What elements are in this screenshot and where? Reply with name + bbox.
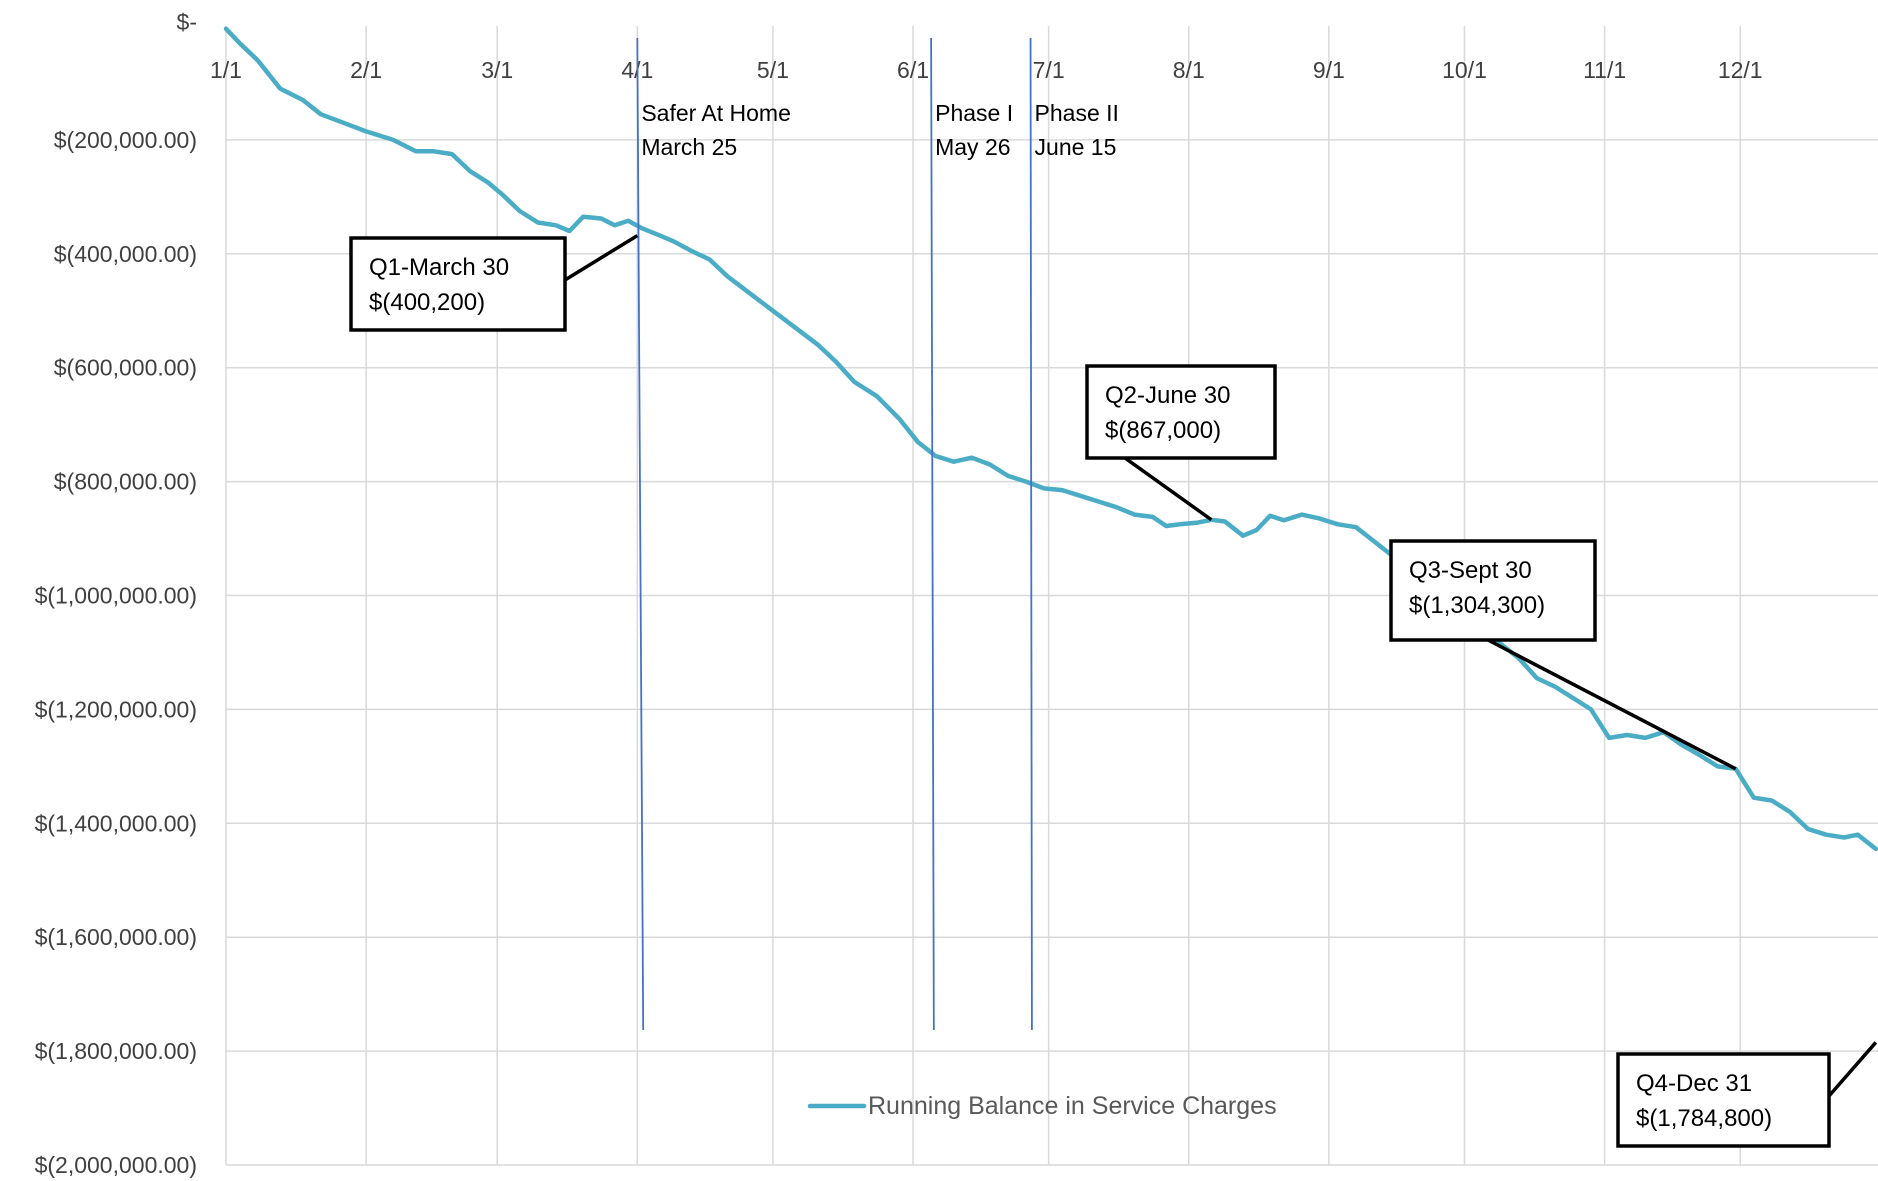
callout-leader bbox=[1827, 1041, 1878, 1098]
callout-label: Q2-June 30 bbox=[1105, 382, 1230, 409]
legend-label: Running Balance in Service Charges bbox=[868, 1092, 1277, 1120]
event-lines: Safer At Home March 25 Phase I May 26 Phase … bbox=[636, 37, 1119, 1031]
legend: Running Balance in Service Charges bbox=[807, 1092, 1277, 1120]
x-tick-label: 2/1 bbox=[350, 57, 382, 83]
event-label: Phase I bbox=[935, 100, 1013, 126]
x-tick-label: 1/1 bbox=[210, 57, 242, 83]
x-tick-label: 10/1 bbox=[1442, 57, 1487, 83]
callout-label: $(867,000) bbox=[1105, 417, 1221, 444]
callout-box bbox=[349, 236, 567, 332]
event-label: Safer At Home bbox=[641, 100, 791, 126]
x-tick-label: 9/1 bbox=[1313, 57, 1345, 83]
callout-leader bbox=[564, 234, 639, 282]
event-label: Phase II bbox=[1035, 100, 1119, 126]
y-tick-label: $(400,000.00) bbox=[54, 241, 197, 267]
y-tick-label: $(1,800,000.00) bbox=[35, 1038, 197, 1064]
callout-label: Q1-March 30 bbox=[369, 254, 509, 281]
event-line bbox=[636, 37, 645, 1031]
x-tick-label: 7/1 bbox=[1033, 57, 1065, 83]
event-label: June 15 bbox=[1035, 134, 1117, 160]
callout-label: $(400,200) bbox=[369, 289, 485, 316]
series-line bbox=[223, 26, 1878, 852]
callout-box bbox=[1085, 364, 1277, 460]
callout-leader bbox=[1487, 638, 1737, 771]
y-tick-label: $- bbox=[177, 9, 197, 35]
y-axis-tick-labels: $- $(200,000.00) $(400,000.00) $(600,000.00… bbox=[35, 9, 197, 1178]
callout-label: $(1,304,300) bbox=[1409, 592, 1545, 619]
y-tick-label: $(1,400,000.00) bbox=[35, 810, 197, 836]
callout-label: $(1,784,800) bbox=[1636, 1105, 1772, 1132]
series-lines bbox=[223, 26, 1878, 852]
x-tick-label: 5/1 bbox=[757, 57, 789, 83]
x-tick-label: 3/1 bbox=[481, 57, 513, 83]
x-tick-label: 11/1 bbox=[1583, 57, 1626, 83]
y-tick-label: $(1,600,000.00) bbox=[35, 924, 197, 950]
x-axis-tick-labels: 1/1 2/1 3/1 4/1 5/1 6/1 7/1 8/1 9/1 10/1 11/1 12/1 bbox=[210, 57, 1763, 83]
callout-label: Q4-Dec 31 bbox=[1636, 1070, 1752, 1097]
callout-leader bbox=[1123, 456, 1213, 522]
callout-label: Q3-Sept 30 bbox=[1409, 557, 1532, 584]
event-line bbox=[1029, 37, 1033, 1031]
gridlines bbox=[225, 26, 1878, 1166]
y-tick-label: $(800,000.00) bbox=[54, 469, 197, 495]
event-label: May 26 bbox=[935, 134, 1010, 160]
y-tick-label: $(600,000.00) bbox=[54, 355, 197, 381]
y-tick-label: $(200,000.00) bbox=[54, 127, 197, 153]
y-tick-label: $(1,000,000.00) bbox=[35, 583, 197, 609]
event-label: March 25 bbox=[641, 134, 737, 160]
x-tick-label: 8/1 bbox=[1173, 57, 1205, 83]
event-line bbox=[930, 37, 935, 1031]
x-tick-label: 6/1 bbox=[897, 57, 929, 83]
callouts: Q1-March 30 $(400,200) Q2-June 30 $(867,000… bbox=[349, 234, 1878, 1148]
x-tick-label: 12/1 bbox=[1718, 57, 1763, 83]
y-tick-label: $(2,000,000.00) bbox=[35, 1152, 197, 1178]
callout-box bbox=[1389, 539, 1597, 642]
y-tick-label: $(1,200,000.00) bbox=[35, 696, 197, 722]
callout-box bbox=[1616, 1052, 1831, 1148]
